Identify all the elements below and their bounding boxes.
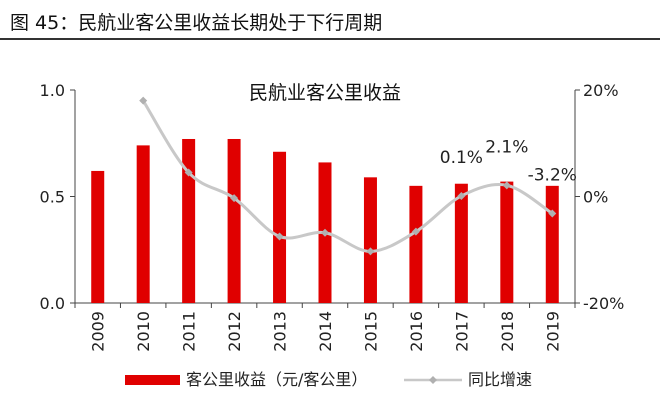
- x-tick-label-2018: 2018: [498, 311, 517, 352]
- annotation-2017: 0.1%: [440, 148, 483, 168]
- growth-point-2014: [321, 228, 329, 237]
- bar-2012: [227, 138, 241, 303]
- x-tick-label-2010: 2010: [134, 311, 153, 352]
- y-left-tick-label: 1.0: [40, 81, 65, 100]
- y-left-tick-label: 0.5: [40, 188, 65, 207]
- y-right-tick-label: 20%: [583, 81, 619, 100]
- growth-point-2015: [366, 247, 375, 256]
- bar-2011: [182, 138, 196, 303]
- x-tick-label-2017: 2017: [452, 311, 471, 352]
- growth-line: [141, 99, 554, 253]
- x-tick-label-2009: 2009: [89, 311, 108, 352]
- x-tick-label-2019: 2019: [543, 311, 562, 352]
- y-right-tick-label: -20%: [583, 294, 624, 313]
- x-tick-label-2015: 2015: [361, 311, 380, 352]
- annotation-2019: -3.2%: [528, 166, 577, 186]
- bar-2010: [136, 145, 150, 303]
- bar-2015: [363, 177, 377, 303]
- legend-line-label: 同比增速: [468, 370, 532, 389]
- growth-point-2018: [502, 181, 511, 190]
- bar-2017: [454, 183, 468, 303]
- x-tick-label-2014: 2014: [316, 311, 335, 352]
- figure-caption: 图 45：民航业客公里收益长期处于下行周期: [10, 12, 383, 34]
- x-tick-label-2016: 2016: [407, 311, 426, 352]
- bar-2018: [500, 181, 514, 303]
- growth-point-2016: [411, 227, 420, 236]
- growth-point-2013: [275, 232, 284, 241]
- caption-divider: [0, 38, 660, 40]
- chart-title: 民航业客公里收益: [249, 82, 401, 104]
- growth-point-2017: [457, 191, 466, 200]
- y-right-tick-label: 0%: [583, 188, 608, 207]
- legend-bar-swatch: [125, 375, 180, 385]
- growth-point-2010: [139, 96, 148, 105]
- legend-bar-label: 客公里收益（元/客公里）: [186, 370, 367, 389]
- x-tick-label-2011: 2011: [180, 311, 199, 352]
- legend-line-marker: [429, 376, 437, 384]
- x-tick-label-2012: 2012: [225, 311, 244, 352]
- bar-2016: [409, 185, 423, 303]
- growth-point-2011: [184, 168, 193, 177]
- growth-point-2012: [230, 194, 239, 203]
- bar-2019: [545, 185, 559, 303]
- bar-2009: [91, 170, 105, 303]
- y-left-tick-label: 0.0: [40, 294, 65, 313]
- x-tick-label-2013: 2013: [271, 311, 290, 352]
- bar-2013: [273, 151, 287, 303]
- annotation-2018: 2.1%: [485, 137, 528, 157]
- growth-point-2019: [548, 209, 557, 218]
